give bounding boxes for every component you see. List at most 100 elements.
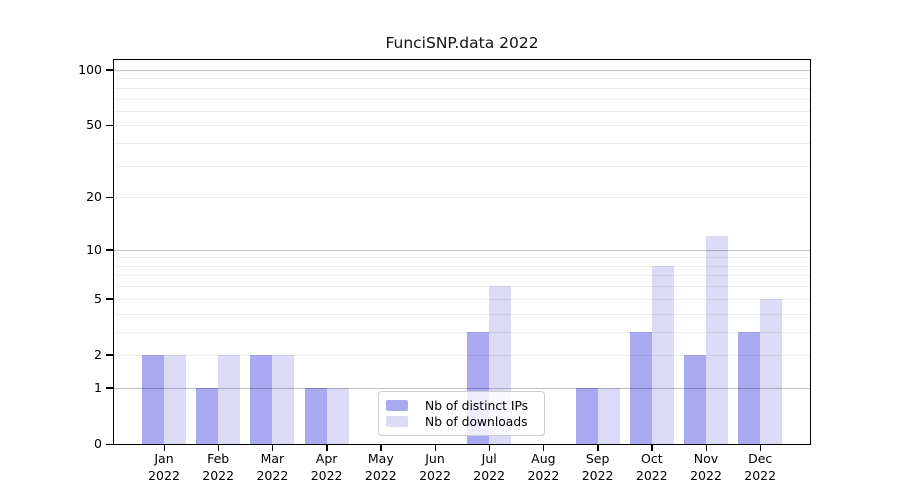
bar-downloads-jan [164, 354, 186, 444]
bar-downloads-apr [326, 387, 349, 444]
legend-item-downloads: Nb of downloads [386, 414, 537, 429]
x-tick-month: Mar [260, 451, 285, 466]
minor-gridline [114, 143, 810, 145]
y-tick-mark [106, 443, 113, 445]
downloads-swatch-icon [386, 416, 408, 427]
x-tick-mark [542, 445, 545, 451]
x-tick-label-jan: Jan 2022 [134, 450, 194, 484]
legend-label: Nb of downloads [425, 414, 528, 429]
minor-gridline [114, 331, 810, 333]
minor-gridline [114, 286, 810, 288]
x-tick-month: Oct [640, 451, 663, 466]
bar-downloads-nov [706, 236, 728, 444]
x-tick-label-dec: Dec 2022 [730, 450, 790, 484]
y-tick-label: 2 [94, 346, 102, 362]
x-tick-month: May [367, 451, 394, 466]
x-tick-year: 2022 [202, 468, 235, 483]
bar-distinct-ips-nov [684, 354, 706, 444]
x-tick-year: 2022 [527, 468, 560, 483]
x-tick-month: Jun [425, 451, 445, 466]
y-tick-label: 100 [78, 61, 102, 77]
chart-title: FunciSNP.data 2022 [385, 34, 539, 52]
legend: Nb of distinct IPs Nb of downloads [378, 391, 545, 436]
bar-distinct-ips-jan [142, 354, 164, 444]
x-tick-mark [271, 445, 274, 451]
x-tick-month: Apr [315, 451, 338, 466]
x-tick-label-apr: Apr 2022 [297, 450, 357, 484]
bar-distinct-ips-apr [304, 387, 327, 444]
minor-gridline [114, 354, 810, 356]
x-tick-mark [326, 445, 328, 451]
bar-downloads-feb [218, 354, 241, 444]
x-tick-year: 2022 [364, 468, 397, 483]
x-tick-mark [651, 445, 653, 451]
x-tick-mark [488, 445, 491, 451]
x-tick-year: 2022 [148, 468, 180, 483]
x-tick-month: Nov [693, 451, 719, 466]
x-tick-mark [597, 445, 599, 451]
x-tick-label-feb: Feb 2022 [188, 450, 248, 484]
y-tick-label: 5 [94, 290, 102, 306]
x-tick-year: 2022 [473, 468, 506, 483]
bar-distinct-ips-feb [196, 387, 219, 444]
y-tick-label: 20 [86, 189, 102, 205]
minor-gridline [114, 197, 810, 199]
minor-gridline [114, 265, 810, 267]
x-tick-mark [163, 445, 165, 451]
x-tick-month: Aug [531, 451, 556, 466]
y-tick-mark [106, 69, 113, 71]
legend-item-distinct-ips: Nb of distinct IPs [386, 398, 537, 413]
minor-gridline [114, 275, 810, 277]
x-tick-mark [759, 445, 762, 451]
x-tick-label-nov: Nov 2022 [676, 450, 736, 484]
y-tick-mark [106, 249, 113, 251]
minor-gridline [114, 98, 810, 100]
minor-gridline [114, 165, 810, 167]
x-tick-month: Jul [481, 451, 497, 466]
bar-distinct-ips-sep [575, 387, 598, 444]
x-tick-label-aug: Aug 2022 [513, 450, 573, 484]
x-tick-label-mar: Mar 2022 [242, 450, 302, 484]
x-tick-year: 2022 [581, 468, 614, 483]
x-tick-mark [380, 445, 382, 451]
major-gridline [114, 249, 810, 251]
x-tick-label-may: May 2022 [351, 450, 411, 484]
x-tick-label-oct: Oct 2022 [622, 450, 682, 484]
minor-gridline [114, 78, 810, 80]
x-tick-year: 2022 [310, 468, 343, 483]
x-tick-mark [705, 445, 707, 451]
bar-downloads-sep [597, 387, 620, 444]
x-tick-month: Feb [207, 451, 230, 466]
y-tick-mark [106, 298, 113, 300]
minor-gridline [114, 110, 810, 112]
bar-distinct-ips-mar [250, 354, 273, 444]
y-tick-label: 10 [86, 241, 102, 257]
minor-gridline [114, 87, 810, 89]
x-tick-mark [434, 445, 436, 451]
bar-downloads-mar [272, 354, 295, 444]
bar-downloads-oct [651, 265, 674, 444]
x-tick-mark [217, 445, 220, 451]
y-tick-mark [106, 354, 113, 356]
y-tick-mark [106, 124, 113, 127]
x-tick-month: Dec [748, 451, 773, 466]
y-tick-mark [106, 196, 113, 199]
bar-distinct-ips-oct [629, 331, 652, 444]
bar-distinct-ips-dec [738, 331, 761, 444]
minor-gridline [114, 257, 810, 259]
y-tick-label: 0 [94, 436, 102, 451]
major-gridline [114, 69, 810, 71]
x-tick-year: 2022 [744, 468, 777, 483]
y-tick-mark [106, 387, 113, 389]
minor-gridline [114, 313, 810, 315]
distinct-ips-swatch-icon [386, 400, 408, 411]
legend-label: Nb of distinct IPs [425, 398, 529, 413]
plot-area [113, 59, 811, 445]
x-tick-year: 2022 [635, 468, 668, 483]
x-tick-year: 2022 [256, 468, 289, 483]
x-tick-label-jul: Jul 2022 [459, 450, 519, 484]
minor-gridline [114, 298, 810, 300]
x-tick-month: Jan [154, 451, 174, 466]
x-tick-month: Sep [585, 451, 610, 466]
